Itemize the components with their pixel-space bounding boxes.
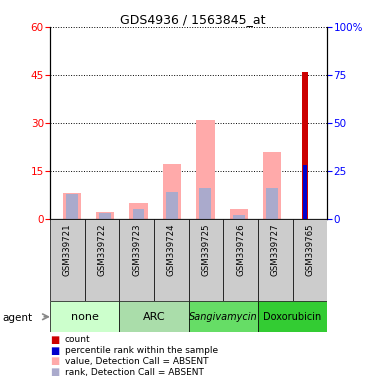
Text: GSM339724: GSM339724 bbox=[167, 223, 176, 276]
Bar bbox=[85, 219, 119, 301]
Bar bbox=[229, 209, 248, 219]
Text: ■: ■ bbox=[50, 367, 59, 377]
Bar bbox=[50, 301, 119, 332]
Text: GSM339725: GSM339725 bbox=[201, 223, 211, 276]
Bar bbox=[223, 219, 258, 301]
Bar bbox=[266, 188, 278, 219]
Text: none: none bbox=[71, 312, 99, 322]
Bar bbox=[154, 219, 189, 301]
Bar bbox=[129, 203, 148, 219]
Text: GDS4936 / 1563845_at: GDS4936 / 1563845_at bbox=[120, 13, 265, 26]
Bar bbox=[99, 213, 111, 219]
Text: rank, Detection Call = ABSENT: rank, Detection Call = ABSENT bbox=[65, 367, 204, 377]
Bar bbox=[133, 209, 144, 219]
Bar bbox=[189, 219, 223, 301]
Text: GSM339723: GSM339723 bbox=[132, 223, 141, 276]
Bar bbox=[303, 72, 308, 219]
Bar bbox=[258, 301, 327, 332]
Text: GSM339722: GSM339722 bbox=[97, 223, 107, 276]
Bar bbox=[189, 301, 258, 332]
Text: Sangivamycin: Sangivamycin bbox=[189, 312, 258, 322]
Text: ARC: ARC bbox=[143, 312, 165, 322]
Bar bbox=[163, 164, 181, 219]
Bar bbox=[293, 219, 327, 301]
Text: ■: ■ bbox=[50, 346, 59, 356]
Text: GSM339721: GSM339721 bbox=[63, 223, 72, 276]
Bar bbox=[263, 152, 281, 219]
Bar bbox=[50, 219, 85, 301]
Text: ■: ■ bbox=[50, 356, 59, 366]
Text: GSM339727: GSM339727 bbox=[271, 223, 280, 276]
Bar bbox=[258, 219, 293, 301]
Text: percentile rank within the sample: percentile rank within the sample bbox=[65, 346, 218, 355]
Text: GSM339726: GSM339726 bbox=[236, 223, 245, 276]
Bar bbox=[303, 165, 308, 219]
Text: value, Detection Call = ABSENT: value, Detection Call = ABSENT bbox=[65, 357, 208, 366]
Bar bbox=[63, 193, 81, 219]
Text: agent: agent bbox=[2, 313, 32, 323]
Bar bbox=[199, 188, 211, 219]
Text: GSM339765: GSM339765 bbox=[305, 223, 315, 276]
Bar bbox=[233, 215, 244, 219]
Text: Doxorubicin: Doxorubicin bbox=[263, 312, 322, 322]
Bar bbox=[166, 192, 178, 219]
Bar bbox=[119, 219, 154, 301]
Text: count: count bbox=[65, 335, 90, 344]
Bar bbox=[119, 301, 189, 332]
Text: ■: ■ bbox=[50, 335, 59, 345]
Bar bbox=[96, 212, 114, 219]
Bar bbox=[196, 120, 214, 219]
Bar bbox=[66, 194, 78, 219]
